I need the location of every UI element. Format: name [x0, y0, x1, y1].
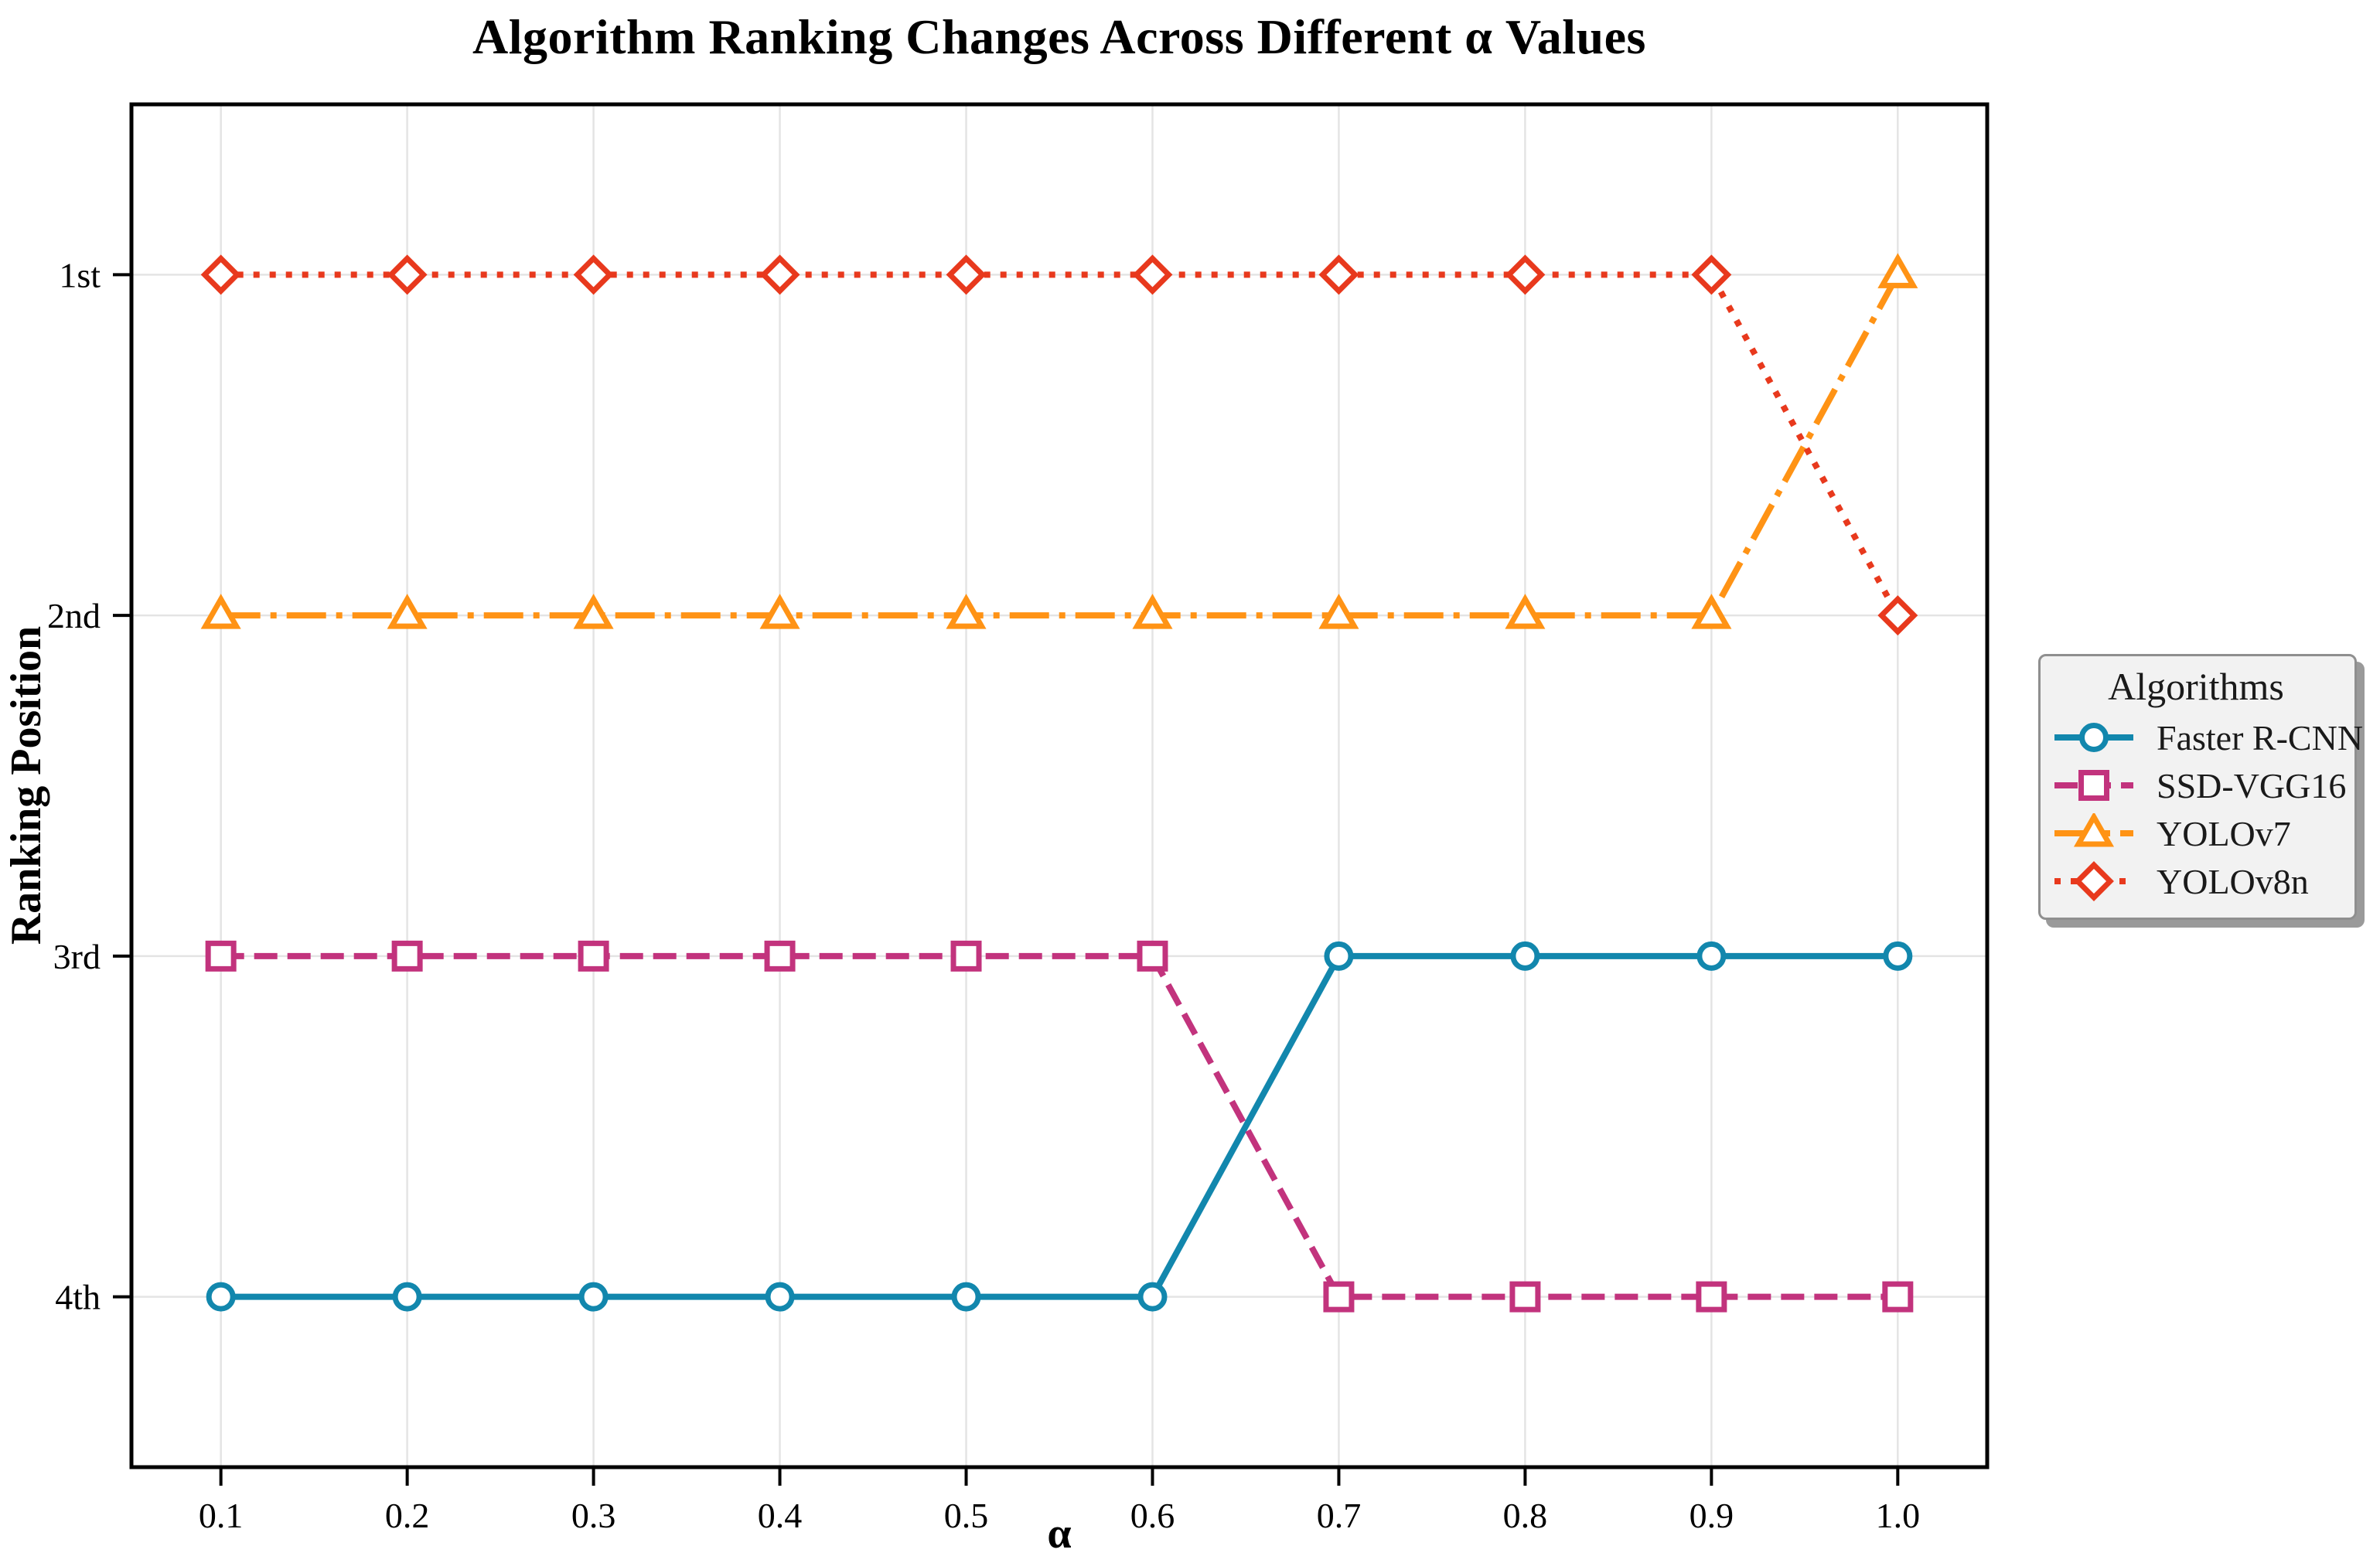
marker-circle-faster-r-cnn: [578, 1282, 609, 1312]
y-tick-label: 4th: [55, 1278, 101, 1317]
series-line-ssd-vgg16: [220, 952, 1898, 1300]
chart-title: Algorithm Ranking Changes Across Differe…: [472, 9, 1646, 64]
marker-circle-faster-r-cnn: [1324, 941, 1354, 971]
marker-triangle-yolov7: [759, 594, 800, 629]
marker-circle-faster-r-cnn: [1510, 941, 1540, 971]
x-axis-label: α: [1047, 1510, 1072, 1558]
marker-triangle-yolov7: [573, 594, 614, 629]
legend-title: Algorithms: [2108, 665, 2284, 708]
legend-label: YOLOv8n: [2157, 861, 2309, 901]
series-line-faster-r-cnn: [220, 952, 1898, 1300]
legend-item-faster-r-cnn: Faster R-CNN: [2051, 713, 2363, 761]
legend-marker-triangle: [2073, 813, 2115, 847]
axes-frame: [129, 102, 1990, 1469]
x-tick-label: 0.2: [385, 1496, 430, 1535]
marker-triangle-yolov7: [1132, 594, 1173, 629]
marker-square-ssd-vgg16: [1882, 1281, 1914, 1313]
marker-diamond-yolov8n: [1132, 254, 1173, 295]
x-tick-label: 0.7: [1317, 1496, 1362, 1535]
legend-marker-diamond: [2074, 861, 2114, 901]
legend-marker-circle: [2079, 723, 2109, 752]
x-tick-label: 0.1: [199, 1496, 244, 1535]
marker-circle-faster-r-cnn: [392, 1282, 422, 1312]
marker-triangle-yolov7: [1877, 253, 1918, 288]
legend-sample-yolov8n: [2054, 861, 2133, 901]
legend-items: Faster R-CNN SSD-VGG16 YOLOv7 YOLOv8n: [2051, 713, 2363, 905]
legend-item-yolov7: YOLOv7: [2051, 809, 2341, 857]
y-tick-label: 2nd: [47, 596, 101, 635]
marker-triangle-yolov7: [1691, 594, 1732, 629]
marker-triangle-yolov7: [1505, 594, 1546, 629]
legend-label: Faster R-CNN: [2157, 717, 2364, 758]
series-faster-r-cnn: [206, 941, 1913, 1312]
marker-square-ssd-vgg16: [764, 940, 796, 972]
legend-sample-faster-r-cnn: [2054, 723, 2133, 752]
x-tick-label: 0.5: [944, 1496, 989, 1535]
marker-circle-faster-r-cnn: [1696, 941, 1727, 971]
marker-diamond-yolov8n: [200, 254, 241, 295]
marker-diamond-yolov8n: [946, 254, 987, 295]
marker-square-ssd-vgg16: [1137, 940, 1168, 972]
legend-sample-yolov7: [2054, 813, 2133, 847]
marker-square-ssd-vgg16: [1323, 1281, 1355, 1313]
marker-circle-faster-r-cnn: [765, 1282, 795, 1312]
marker-circle-faster-r-cnn: [1883, 941, 1913, 971]
series-line-yolov7: [220, 273, 1901, 619]
x-tick-label: 0.6: [1130, 1496, 1175, 1535]
y-tick-label: 1st: [59, 255, 101, 295]
marker-triangle-yolov7: [200, 594, 241, 629]
marker-square-ssd-vgg16: [1509, 1281, 1541, 1313]
series-ssd-vgg16: [205, 940, 1914, 1313]
marker-circle-faster-r-cnn: [1137, 1282, 1168, 1312]
legend-label: YOLOv7: [2157, 813, 2291, 853]
marker-diamond-yolov8n: [1877, 595, 1918, 636]
marker-square-ssd-vgg16: [578, 940, 609, 972]
legend-item-yolov8n: YOLOv8n: [2051, 857, 2341, 905]
legend-item-ssd-vgg16: SSD-VGG16: [2051, 761, 2346, 809]
marker-triangle-yolov7: [946, 594, 987, 629]
marker-triangle-yolov7: [387, 594, 428, 629]
marker-square-ssd-vgg16: [1696, 1281, 1727, 1313]
legend: Algorithms Faster R-CNN SSD-VGG16 YOLOv7 YO…: [2038, 654, 2363, 920]
marker-square-ssd-vgg16: [950, 940, 982, 972]
x-tick-label: 1.0: [1876, 1496, 1921, 1535]
marker-square-ssd-vgg16: [391, 940, 423, 972]
y-tick-label: 3rd: [53, 937, 101, 976]
legend-label: SSD-VGG16: [2157, 765, 2347, 805]
series-line-yolov8n: [220, 271, 1901, 618]
marker-circle-faster-r-cnn: [951, 1282, 981, 1312]
marker-square-ssd-vgg16: [205, 940, 237, 972]
marker-diamond-yolov8n: [1318, 254, 1359, 295]
x-tick-label: 0.9: [1690, 1496, 1734, 1535]
marker-diamond-yolov8n: [759, 254, 800, 295]
marker-diamond-yolov8n: [1505, 254, 1546, 295]
x-tick-label: 0.3: [571, 1496, 616, 1535]
x-tick-label: 0.4: [758, 1496, 803, 1535]
legend-sample-ssd-vgg16: [2054, 770, 2133, 801]
marker-circle-faster-r-cnn: [206, 1282, 236, 1312]
series-yolov7: [200, 253, 1918, 629]
legend-marker-square: [2078, 770, 2109, 801]
series-yolov8n: [200, 254, 1918, 636]
x-tick-label: 0.8: [1503, 1496, 1548, 1535]
marker-diamond-yolov8n: [573, 254, 614, 295]
marker-diamond-yolov8n: [1691, 254, 1732, 295]
marker-triangle-yolov7: [1318, 594, 1359, 629]
marker-diamond-yolov8n: [387, 254, 428, 295]
